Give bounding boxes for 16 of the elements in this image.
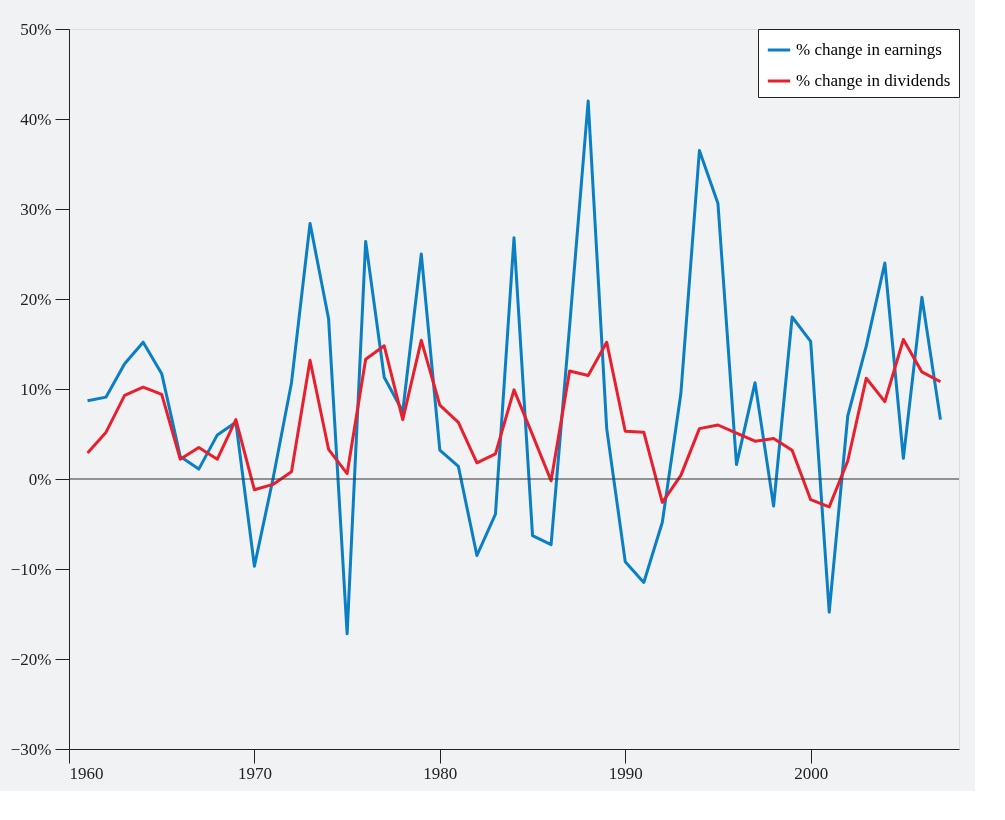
y-tick-label: 50%	[20, 19, 52, 39]
x-tick-label: 1960	[69, 763, 104, 783]
x-tick-label: 1970	[237, 763, 272, 783]
legend-label: % change in earnings	[796, 40, 942, 59]
y-tick-label: 40%	[20, 109, 52, 129]
y-tick-label: 10%	[20, 379, 52, 399]
y-tick-label: −30%	[10, 739, 52, 759]
y-tick-label: −20%	[10, 649, 52, 669]
y-tick-label: 20%	[20, 289, 52, 309]
x-tick-label: 2000	[794, 763, 829, 783]
y-tick-label: 30%	[20, 199, 52, 219]
y-tick-label: −10%	[10, 559, 52, 579]
legend-label: % change in dividends	[796, 71, 951, 90]
x-tick-label: 1990	[608, 763, 643, 783]
y-tick-label: 0%	[28, 469, 52, 489]
x-tick-label: 1980	[423, 763, 458, 783]
